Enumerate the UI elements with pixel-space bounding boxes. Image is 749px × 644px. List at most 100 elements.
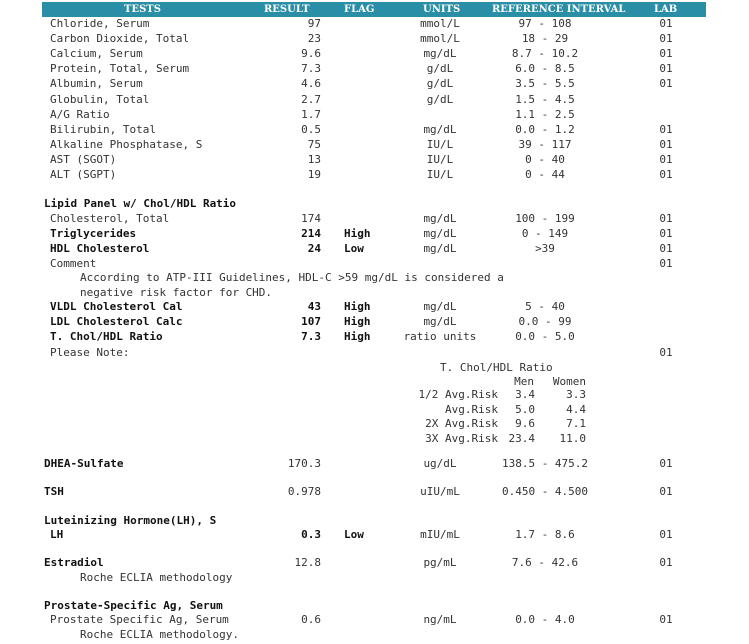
lipid-row-lab: 01 (659, 242, 673, 255)
lipid-row-reference: 0.0 - 99 (518, 315, 572, 328)
lipid-row-flag: Low (344, 242, 364, 255)
estradiol-row-test: Estradiol (44, 556, 104, 569)
lipid-row-flag: High (344, 315, 371, 328)
chem-row-reference: 6.0 - 8.5 (515, 62, 575, 76)
lipid-row-units: ratio units (403, 330, 477, 343)
lipid-row-test: Triglycerides (50, 227, 137, 240)
chem-row-reference: 1.1 - 2.5 (515, 107, 575, 121)
chem-row-result: 7.3 (301, 62, 321, 76)
chem-row-reference: 0 - 40 (525, 152, 565, 166)
chem-row-result: 97 (307, 17, 321, 30)
lipid-row-test: LDL Cholesterol Calc (50, 315, 183, 328)
please-note-lab: 01 (659, 346, 673, 359)
chem-row-units: g/dL (426, 62, 454, 76)
risk-row-men: 5.0 (515, 402, 535, 416)
lipid-row-reference: 100 - 199 (515, 212, 575, 225)
header-result: RESULT (264, 4, 310, 15)
chem-row-units: mmol/L (420, 17, 460, 30)
chem-row-units: IU/L (426, 168, 454, 181)
lipid-row-units: mg/dL (423, 212, 457, 225)
psa-title: Prostate-Specific Ag, Serum (44, 599, 223, 612)
chem-row-test: Globulin, Total (50, 92, 150, 106)
lipid-panel-title: Lipid Panel w/ Chol/HDL Ratio (44, 197, 237, 210)
chem-row-test: A/G Ratio (50, 107, 110, 121)
lipid-row-test: Comment (50, 257, 97, 270)
header-reference-interval: REFERENCE INTERVAL (492, 4, 626, 15)
chem-row-test: Chloride, Serum (50, 17, 150, 30)
lipid-row-flag: High (344, 227, 371, 240)
lipid-row-test: Cholesterol, Total (50, 212, 170, 225)
chem-row-test: AST (SGOT) (50, 152, 117, 166)
risk-row-women: 7.1 (566, 417, 586, 430)
chem-row-reference: 1.5 - 4.5 (515, 92, 575, 106)
comment-line-2: negative risk factor for CHD. (80, 286, 273, 299)
chem-row-units: IU/L (426, 152, 454, 166)
risk-table-title: T. Chol/HDL Ratio (440, 361, 553, 374)
risk-row-women: 11.0 (559, 431, 587, 445)
psa-row-units: ng/mL (423, 613, 457, 626)
lipid-row-units: mg/dL (423, 227, 457, 240)
lipid-row-test: HDL Cholesterol (50, 242, 150, 255)
chem-row-lab: 01 (659, 32, 673, 46)
chem-row-lab: 01 (659, 17, 673, 30)
chem-row-result: 2.7 (301, 92, 321, 106)
chem-row-test: ALT (SGPT) (50, 168, 117, 181)
lipid-row-result: 24 (307, 242, 321, 255)
risk-row-men: 3.4 (515, 388, 535, 401)
dhea-row-units: ug/dL (423, 457, 457, 470)
lipid-row-lab: 01 (659, 212, 673, 225)
lh-row-flag: Low (344, 528, 364, 541)
risk-row-women: 3.3 (566, 388, 586, 401)
chem-row-units: g/dL (426, 92, 454, 106)
estradiol-note: Roche ECLIA methodology (80, 571, 233, 584)
lipid-row-reference: 0.0 - 5.0 (515, 330, 575, 343)
chem-row-result: 4.6 (301, 77, 321, 91)
psa-row-result: 0.6 (301, 613, 321, 626)
lipid-row-lab: 01 (659, 227, 673, 240)
lipid-row-test: VLDL Cholesterol Cal (50, 300, 183, 313)
lh-row-units: mIU/mL (420, 528, 460, 541)
tsh-row-lab: 01 (659, 485, 673, 498)
lipid-row-lab: 01 (659, 257, 673, 270)
chem-row-lab: 01 (659, 62, 673, 76)
lh-title: Luteinizing Hormone(LH), S (44, 514, 217, 527)
column-header-bar: TESTS RESULT FLAG UNITS REFERENCE INTERV… (42, 2, 706, 17)
chem-row-lab: 01 (659, 152, 673, 166)
psa-note: Roche ECLIA methodology. (80, 628, 239, 641)
dhea-row-test: DHEA-Sulfate (44, 457, 124, 470)
chem-row-result: 1.7 (301, 107, 321, 121)
risk-row-label: Avg.Risk (445, 402, 498, 416)
dhea-row-lab: 01 (659, 457, 673, 470)
lipid-row-reference: >39 (535, 242, 555, 255)
chem-row-test: Protein, Total, Serum (50, 62, 190, 76)
chem-row-reference: 97 - 108 (518, 17, 572, 30)
chem-row-reference: 39 - 117 (518, 137, 572, 151)
lipid-row-flag: High (344, 330, 371, 343)
chem-row-result: 13 (307, 152, 321, 166)
header-lab: LAB (654, 4, 678, 15)
header-units: UNITS (423, 4, 461, 15)
estradiol-row-result: 12.8 (294, 556, 322, 569)
lipid-row-result: 107 (301, 315, 321, 328)
estradiol-row-units: pg/mL (423, 556, 457, 569)
risk-row-label: 1/2 Avg.Risk (418, 388, 498, 401)
risk-header-women: Women (552, 375, 586, 388)
tsh-row-result: 0.978 (287, 485, 321, 498)
chem-row-test: Calcium, Serum (50, 47, 143, 61)
chem-row-lab: 01 (659, 47, 673, 61)
chem-row-result: 23 (307, 32, 321, 46)
psa-row-lab: 01 (659, 613, 673, 626)
risk-row-label: 2X Avg.Risk (425, 417, 498, 430)
dhea-row-result: 170.3 (287, 457, 321, 470)
lipid-row-result: 214 (301, 227, 321, 240)
risk-header-men: Men (514, 375, 534, 388)
tsh-row-reference: 0.450 - 4.500 (501, 485, 589, 498)
lipid-row-units: mg/dL (423, 242, 457, 255)
lh-row-test: LH (50, 528, 64, 541)
lipid-row-result: 43 (307, 300, 321, 313)
chem-row-test: Bilirubin, Total (50, 122, 156, 136)
psa-row-reference: 0.0 - 4.0 (515, 613, 575, 626)
chem-row-test: Albumin, Serum (50, 77, 143, 91)
tsh-row-test: TSH (44, 485, 64, 498)
tsh-row-units: uIU/mL (420, 485, 460, 498)
